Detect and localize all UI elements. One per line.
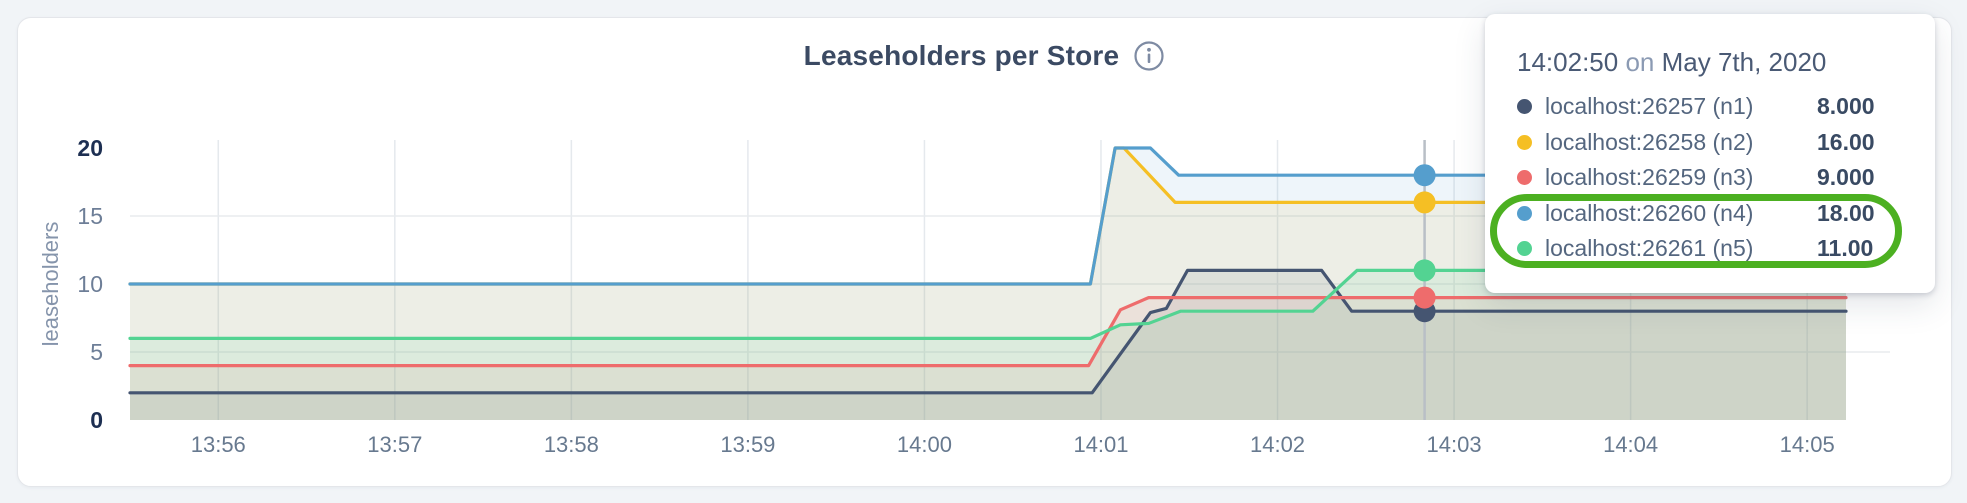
series-value: 8.000 xyxy=(1817,93,1875,120)
cursor-dot-n2 xyxy=(1413,191,1436,214)
tooltip-series-row: localhost:26258 (n2) 16.00 xyxy=(1517,125,1919,161)
series-color-dot xyxy=(1517,134,1532,150)
series-color-dot xyxy=(1517,99,1532,115)
cursor-dot-n3 xyxy=(1413,286,1436,309)
tooltip-series-row: localhost:26259 (n3) 9.000 xyxy=(1517,160,1919,196)
y-tick-label: 10 xyxy=(77,271,103,297)
series-label: localhost:26259 (n3) xyxy=(1545,164,1754,191)
series-color-dot xyxy=(1517,241,1532,257)
series-line-n4 xyxy=(128,146,1848,286)
x-tick-label: 13:59 xyxy=(720,432,775,457)
tooltip-date: May 7th, 2020 xyxy=(1661,47,1827,77)
y-tick-label: 15 xyxy=(77,203,103,229)
series-label: localhost:26260 (n4) xyxy=(1545,199,1754,226)
page-title: Leaseholders per Store xyxy=(803,40,1120,71)
x-tick-label: 13:56 xyxy=(191,432,246,457)
x-tick-label: 14:02 xyxy=(1250,432,1305,457)
tooltip-rows: localhost:26257 (n1) 8.000 localhost:26258… xyxy=(1517,89,1919,267)
y-tick-label: 0 xyxy=(90,407,103,433)
chart-header: Leaseholders per Store xyxy=(17,40,1952,72)
cursor-dot-n5 xyxy=(1413,259,1436,282)
tooltip-series-row: localhost:26260 (n4) 18.00 xyxy=(1517,196,1919,232)
series-value: 18.00 xyxy=(1817,199,1875,226)
x-tick-label: 13:58 xyxy=(544,432,599,457)
series-line-n3 xyxy=(128,296,1848,368)
x-tick-label: 13:57 xyxy=(367,432,422,457)
series-value: 11.00 xyxy=(1817,235,1874,262)
series-value: 16.00 xyxy=(1817,128,1875,155)
tooltip-series-row: localhost:26261 (n5) 11.00 xyxy=(1517,231,1919,267)
tooltip-time: 14:02:50 xyxy=(1517,47,1619,77)
x-tick-label: 14:04 xyxy=(1603,432,1658,457)
series-color-dot xyxy=(1517,170,1532,186)
x-tick-label: 14:03 xyxy=(1427,432,1482,457)
series-line-n5 xyxy=(128,268,1848,340)
x-tick-label: 14:00 xyxy=(897,432,952,457)
series-line-n1 xyxy=(128,268,1848,395)
x-tick-label: 14:05 xyxy=(1780,432,1835,457)
y-axis-title: leaseholders xyxy=(38,222,63,347)
series-label: localhost:26257 (n1) xyxy=(1545,93,1754,120)
tooltip-timestamp: 14:02:50 on May 7th, 2020 xyxy=(1517,47,1826,78)
info-icon[interactable] xyxy=(1133,40,1165,72)
chart-tooltip: 14:02:50 on May 7th, 2020 localhost:2625… xyxy=(1485,14,1935,293)
series-area-n3 xyxy=(130,297,1846,420)
series-value: 9.000 xyxy=(1817,164,1875,191)
cursor-dot-n4 xyxy=(1413,164,1436,187)
y-tick-label: 5 xyxy=(90,339,103,365)
y-tick-label: 20 xyxy=(77,135,103,161)
tooltip-series-row: localhost:26257 (n1) 8.000 xyxy=(1517,89,1919,125)
series-label: localhost:26258 (n2) xyxy=(1545,128,1754,155)
x-tick-label: 14:01 xyxy=(1073,432,1128,457)
tooltip-conjunction: on xyxy=(1625,47,1655,77)
series-label: localhost:26261 (n5) xyxy=(1545,235,1754,262)
series-area-n1 xyxy=(130,270,1846,420)
series-color-dot xyxy=(1517,205,1532,221)
